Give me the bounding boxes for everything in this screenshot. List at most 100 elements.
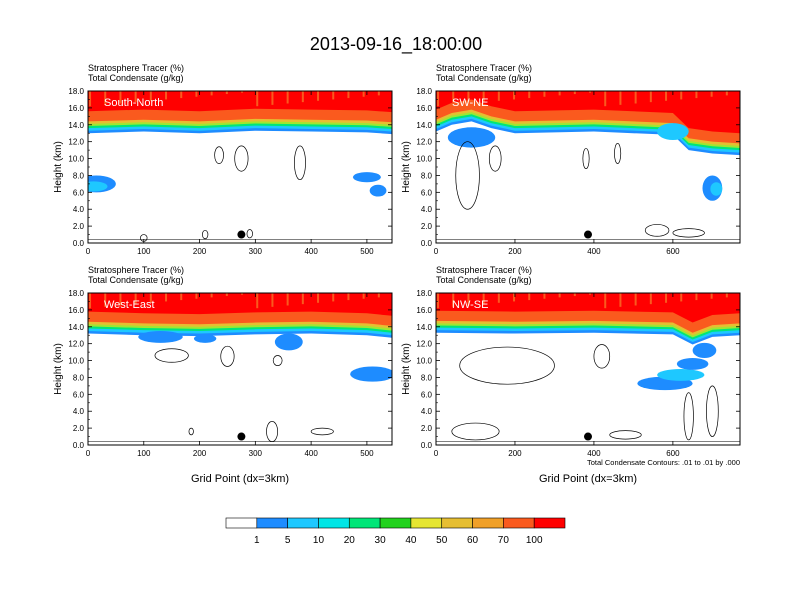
y-tick-label: 0.0: [73, 239, 85, 248]
x-tick-label: 600: [666, 449, 680, 458]
tracer-streak: [553, 293, 556, 303]
tracer-streak: [528, 91, 531, 99]
condensate-contour: [644, 224, 670, 237]
tracer-streak: [235, 293, 238, 301]
y-tick-label: 4.0: [421, 205, 433, 214]
condensate-contour: [672, 228, 705, 238]
tracer-streak: [89, 293, 92, 309]
tracer-streak: [109, 293, 112, 302]
x-tick-label: 300: [249, 247, 263, 256]
tracer-streak: [170, 91, 173, 95]
condensate-contour: [614, 143, 622, 164]
tracer-blob: [710, 182, 723, 196]
condensate-contour: [201, 229, 209, 240]
tracer-blob: [447, 127, 496, 148]
condensate-contour: [214, 146, 224, 164]
tracer-streak: [129, 293, 132, 295]
tracer-streak: [452, 91, 455, 105]
tracer-streak: [195, 293, 198, 299]
condensate-contour: [234, 145, 249, 172]
tracer-blob: [369, 184, 387, 197]
tracer-streak: [311, 91, 314, 107]
x-tick-label: 400: [587, 449, 601, 458]
tracer-band-100: [88, 91, 392, 113]
x-tick-label: 200: [193, 247, 207, 256]
tracer-streak: [301, 91, 304, 103]
tracer-blob: [692, 342, 717, 359]
tracer-streak: [720, 91, 723, 101]
condensate-contour: [310, 427, 334, 436]
panels: South-North 0.0 2.0 4.0 6.0 8.0 10.0 12.0 14.0 16…: [53, 63, 741, 485]
y-tick-label: 14.0: [416, 121, 432, 130]
tracer-streak: [322, 293, 325, 298]
tracer-streak: [159, 293, 162, 307]
tracer-streak: [589, 293, 592, 295]
tracer-streak: [352, 293, 355, 295]
tracer-streak: [538, 91, 541, 103]
tracer-streak: [387, 293, 390, 302]
colorbar-label: 40: [405, 535, 417, 546]
condensate-contour: [246, 229, 253, 239]
y-tick-label: 14.0: [68, 121, 84, 130]
tracer-streak: [291, 91, 294, 99]
condensate-contour: [451, 422, 500, 441]
tracer-blob: [657, 369, 705, 381]
y-tick-label: 10.0: [68, 357, 84, 366]
tracer-streak: [533, 293, 536, 295]
y-tick-label: 0.0: [421, 239, 433, 248]
tracer-streak: [185, 91, 188, 93]
tracer-streak: [700, 91, 703, 93]
panel-title-line: Stratosphere Tracer (%): [436, 63, 532, 73]
tracer-streak: [705, 293, 708, 305]
x-tick-label: 100: [137, 247, 151, 256]
tracer-streak: [634, 91, 637, 104]
tracer-streak: [442, 91, 445, 101]
colorbar-box: [441, 517, 473, 529]
y-tick-label: 12.0: [416, 138, 432, 147]
y-tick-label: 10.0: [68, 155, 84, 164]
tracer-streak: [94, 293, 97, 303]
tracer-streak: [220, 293, 223, 302]
tracer-streak: [327, 91, 330, 105]
tracer-streak: [487, 91, 490, 97]
tracer-blob: [193, 334, 217, 343]
colorbar-label: 70: [498, 535, 510, 546]
tracer-streak: [124, 293, 127, 301]
tracer-streak: [281, 293, 284, 297]
tracer-streak: [609, 293, 612, 303]
tracer-streak: [437, 91, 440, 107]
tracer-streak: [241, 91, 244, 93]
panel-title-line: Stratosphere Tracer (%): [436, 265, 532, 275]
y-tick-label: 6.0: [73, 390, 85, 399]
tracer-streak: [357, 91, 360, 103]
y-tick-label: 16.0: [68, 306, 84, 315]
tracer-streak: [629, 91, 632, 95]
tracer-streak: [644, 293, 647, 295]
tracer-streak: [518, 293, 521, 297]
tracer-streak: [563, 91, 566, 105]
tracer-streak: [715, 91, 718, 107]
tracer-streak: [337, 91, 340, 95]
tracer-streak: [281, 91, 284, 95]
tracer-streak: [528, 293, 531, 301]
tracer-streak: [256, 293, 259, 309]
plot-area: [88, 91, 392, 243]
x-axis-label: Grid Point (dx=3km): [539, 473, 637, 485]
tracer-streak: [665, 91, 668, 101]
tracer-streak: [609, 91, 612, 101]
x-tick-label: 200: [193, 449, 207, 458]
condensate-contour: [488, 145, 502, 172]
x-tick-label: 100: [137, 449, 151, 458]
y-tick-label: 0.0: [421, 441, 433, 450]
tracer-streak: [170, 293, 173, 297]
tracer-streak: [261, 91, 264, 101]
tracer-blob: [352, 172, 381, 183]
tracer-streak: [230, 293, 233, 306]
colorbar-box: [503, 517, 535, 529]
colorbar-box: [379, 517, 412, 529]
location-marker: [584, 432, 592, 441]
tracer-streak: [548, 91, 551, 107]
tracer-streak: [286, 293, 289, 306]
tracer-streak: [568, 91, 571, 100]
tracer-streak: [144, 91, 147, 107]
